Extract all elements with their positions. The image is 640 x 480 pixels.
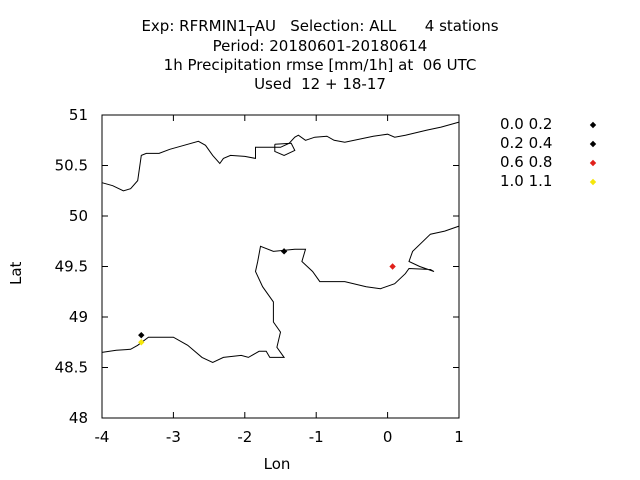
legend-marker bbox=[589, 121, 597, 129]
y-tick-label: 51 bbox=[69, 106, 88, 124]
y-tick-label: 50.5 bbox=[55, 157, 88, 175]
x-tick-label: 0 bbox=[383, 428, 393, 446]
y-tick-label: 50 bbox=[69, 207, 88, 225]
y-axis-label: Lat bbox=[7, 261, 25, 285]
chart-title-line-1: Exp: RFRMIN1TAU Selection: ALL 4 station… bbox=[0, 17, 640, 40]
coastline bbox=[274, 142, 296, 156]
x-tick-label: 1 bbox=[454, 428, 464, 446]
y-tick-label: 49 bbox=[69, 308, 88, 326]
axis-ticks: -4 -3 -2 -1 0 1 48 48.5 49 49.5 50 50.5 51 bbox=[55, 106, 464, 446]
title-subscript: T bbox=[246, 25, 255, 40]
legend-entry: 0.2 0.4 bbox=[500, 134, 553, 152]
coastline bbox=[101, 121, 460, 192]
chart-title-line-3: 1h Precipitation rmse [mm/1h] at 06 UTC bbox=[163, 56, 477, 74]
coastlines bbox=[101, 121, 460, 364]
y-tick-label: 48.5 bbox=[55, 359, 88, 377]
coastline bbox=[101, 225, 460, 364]
title-prefix: Exp: RFRMIN1 bbox=[141, 17, 247, 35]
legend-marker bbox=[589, 159, 597, 167]
chart-title-line-2: Period: 20180601-20180614 bbox=[212, 37, 428, 55]
x-tick-label: -4 bbox=[95, 428, 110, 446]
x-axis-label: Lon bbox=[263, 455, 291, 473]
y-tick-label: 48 bbox=[69, 409, 88, 427]
title-suffix: AU Selection: ALL 4 stations bbox=[254, 17, 499, 35]
station-point bbox=[389, 263, 396, 270]
legend-entry: 1.0 1.1 bbox=[500, 172, 553, 190]
station-point bbox=[138, 339, 145, 346]
legend-entry: 0.0 0.2 bbox=[500, 115, 553, 133]
station-points bbox=[138, 248, 396, 346]
x-tick-label: -2 bbox=[237, 428, 252, 446]
x-tick-label: -1 bbox=[309, 428, 324, 446]
station-point bbox=[280, 248, 288, 255]
legend-marker bbox=[589, 140, 597, 148]
x-tick-label: -3 bbox=[166, 428, 181, 446]
legend-marker bbox=[589, 178, 597, 186]
y-tick-label: 49.5 bbox=[55, 258, 88, 276]
legend-entry: 0.6 0.8 bbox=[500, 153, 553, 171]
plot-frame bbox=[101, 114, 460, 419]
station-point bbox=[138, 331, 145, 339]
chart-title-line-4: Used 12 + 18-17 bbox=[254, 75, 386, 93]
